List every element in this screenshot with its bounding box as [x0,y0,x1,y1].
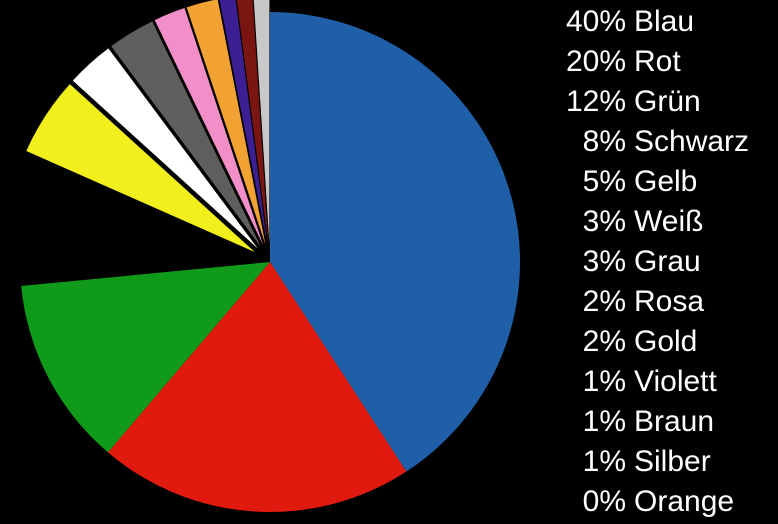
pie-chart [2,0,520,512]
legend-item: 20% Rot [540,42,776,82]
legend-label: Blau [634,5,695,38]
legend: 40% Blau 20% Rot 12% Grün 8% Schwarz 5% Gelb 3% Wei… [540,2,776,522]
legend-percentage: 2% [582,285,626,318]
legend-label: Braun [634,405,715,438]
pie-slice-gelb [26,84,255,253]
pie-slice-braun [236,0,269,245]
legend-label: Gelb [634,165,698,198]
legend-label: Violett [634,365,717,398]
pie-slice-rot [107,262,407,512]
legend-label: Gold [634,325,698,358]
legend-item: 3% Weiß [540,202,776,242]
legend-item: 0% Orange [540,482,776,522]
legend-percentage: 0% [582,485,626,518]
legend-label: Grau [634,245,701,278]
legend-item: 2% Rosa [540,282,776,322]
pie-slice-gold [186,0,266,245]
legend-item: 8% Schwarz [540,122,776,162]
legend-item: 2% Gold [540,322,776,362]
legend-percentage: 1% [582,405,626,438]
legend-percentage: 5% [582,165,626,198]
legend-item: 12% Grün [540,82,776,122]
pie-slice-rosa [154,8,264,246]
pie-slice-grau [111,21,261,247]
pie-slice-silber [253,0,270,245]
legend-item: 3% Grau [540,242,776,282]
legend-percentage: 1% [582,365,626,398]
legend-item: 1% Silber [540,442,776,482]
legend-percentage: 8% [582,125,626,158]
legend-percentage: 1% [582,445,626,478]
legend-label: Silber [634,445,711,478]
legend-label: Orange [634,485,735,518]
legend-percentage: 2% [582,325,626,358]
legend-percentage: 3% [582,245,626,278]
pie-slice-blau [270,12,520,472]
legend-label: Rot [634,45,681,78]
pie-slice-schwarz [2,157,253,284]
legend-label: Weiß [634,205,704,238]
legend-item: 40% Blau [540,2,776,42]
pie-slice-weiß [72,48,258,249]
legend-percentage: 40% [565,5,626,38]
legend-item: 1% Violett [540,362,776,402]
legend-item: 1% Braun [540,402,776,442]
legend-label: Schwarz [634,125,750,158]
legend-label: Grün [634,85,701,118]
legend-percentage: 12% [565,85,626,118]
pie-slice-violett [219,0,268,245]
legend-percentage: 20% [565,45,626,78]
pie-slices [2,0,520,512]
pie-slice-grün [21,262,270,453]
legend-item: 5% Gelb [540,162,776,202]
legend-percentage: 3% [582,205,626,238]
legend-label: Rosa [634,285,705,318]
